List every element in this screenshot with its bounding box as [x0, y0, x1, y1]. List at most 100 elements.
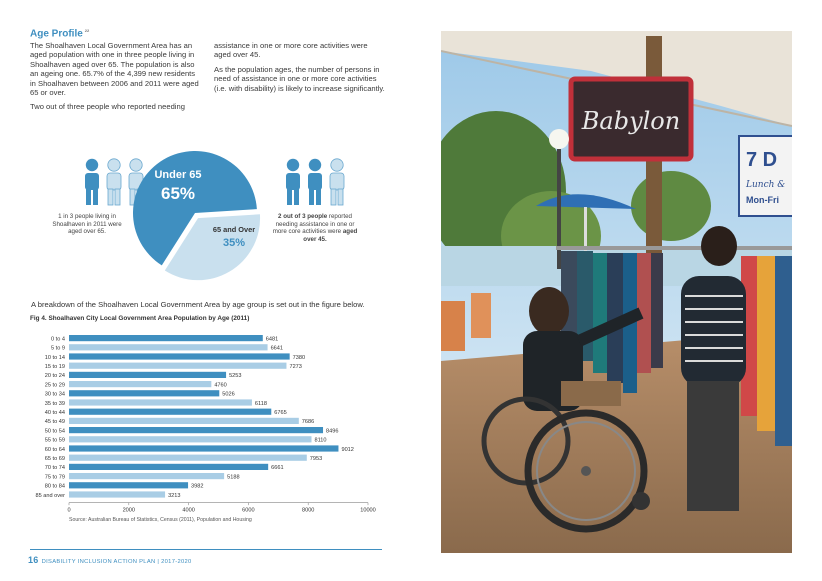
caption-bold: 2 out of 3 people — [278, 213, 328, 220]
breakdown-text: A breakdown of the Shoalhaven Local Gove… — [31, 300, 365, 309]
value-label: 5026 — [222, 392, 234, 398]
bar — [69, 491, 166, 498]
category-label: 0 to 4 — [51, 336, 65, 342]
caption-text: reported needing assistance in one or mo… — [272, 213, 355, 236]
value-label: 6661 — [271, 465, 283, 471]
pie-pct-over: 35% — [223, 237, 245, 249]
x-tick-label: 10000 — [360, 508, 376, 514]
side-sign-top: 7 D — [746, 149, 777, 171]
age-pie-chart — [133, 151, 261, 281]
category-label: 80 to 84 — [45, 484, 65, 490]
figure-title: Fig 4. Shoalhaven City Local Government … — [30, 315, 250, 322]
bar — [69, 390, 220, 397]
bar — [69, 436, 312, 443]
age-infographic: Under 65 65% 65 and Over 35% — [85, 151, 345, 281]
category-label: 65 to 69 — [45, 456, 65, 462]
x-tick-label: 8000 — [302, 508, 314, 514]
category-label: 55 to 59 — [45, 438, 65, 444]
caption-right: 2 out of 3 people reported needing assis… — [272, 213, 358, 243]
category-label: 70 to 74 — [45, 465, 65, 471]
pie-slice-under-65 — [133, 151, 257, 266]
category-label: 40 to 44 — [45, 410, 65, 416]
x-tick-label: 0 — [67, 508, 70, 514]
left-page: Age Profile 22 The Shoalhaven Local Gover… — [28, 28, 386, 565]
side-sign-bottom: Mon-Fri — [746, 195, 779, 205]
category-label: 50 to 54 — [45, 428, 65, 434]
bar — [69, 399, 252, 406]
category-label: 45 to 49 — [45, 419, 65, 425]
side-sign-mid: Lunch & — [745, 180, 785, 190]
bar — [69, 473, 225, 480]
category-label: 10 to 14 — [45, 355, 65, 361]
value-label: 6118 — [255, 401, 267, 407]
bar — [69, 353, 290, 360]
person-icon — [85, 158, 99, 205]
value-label: 7273 — [289, 364, 301, 370]
text-column-2: assistance in one or more core activitie… — [214, 41, 386, 98]
page-number: 16 — [28, 555, 39, 565]
document-title: DISABILITY INCLUSION ACTION PLAN | 2017-… — [41, 559, 192, 565]
bar — [69, 344, 268, 351]
caption-bold: aged over 45. — [303, 228, 358, 243]
page-footer: 16 DISABILITY INCLUSION ACTION PLAN | 201… — [28, 555, 192, 565]
value-label: 6765 — [274, 410, 286, 416]
bar — [69, 417, 299, 424]
value-label: 4760 — [214, 382, 226, 388]
value-label: 7380 — [293, 355, 305, 361]
chart-source: Source: Australian Bureau of Statistics,… — [69, 517, 252, 523]
category-label: 75 to 79 — [45, 474, 65, 480]
pie-pct-under: 65% — [161, 184, 195, 203]
value-label: 7686 — [302, 419, 314, 425]
category-label: 30 to 34 — [45, 392, 65, 398]
bar — [69, 371, 227, 378]
value-label: 3213 — [168, 493, 180, 499]
value-label: 8496 — [326, 428, 338, 434]
bar — [69, 482, 189, 489]
category-label: 35 to 39 — [45, 401, 65, 407]
paragraph: assistance in one or more core activitie… — [214, 41, 368, 60]
x-tick-label: 6000 — [242, 508, 254, 514]
category-label: 85 and over — [35, 493, 65, 499]
bar — [69, 445, 339, 452]
paragraph: As the population ages, the number of pe… — [214, 64, 385, 93]
category-label: 15 to 19 — [45, 364, 65, 370]
shop-sign-text: Babylon — [581, 107, 680, 135]
pie-label-under: Under 65 — [154, 169, 201, 181]
value-label: 5253 — [229, 373, 241, 379]
value-label: 6481 — [266, 336, 278, 342]
text-column-1: The Shoalhaven Local Government Area has… — [30, 41, 202, 117]
paragraph: Two out of three people who reported nee… — [30, 102, 185, 112]
paragraph: The Shoalhaven Local Government Area has… — [30, 41, 199, 98]
value-label: 7953 — [310, 456, 322, 462]
category-label: 5 to 9 — [51, 346, 65, 352]
population-bar-chart: 0 to 4 6481 5 to 9 6641 10 to 14 7380 15 to 19… — [35, 335, 376, 514]
value-label: 3982 — [191, 484, 203, 490]
category-label: 20 to 24 — [45, 373, 65, 379]
pie-slice-65-and-over — [164, 214, 261, 281]
bar — [69, 408, 272, 415]
shop-photo: Babylon 7 D Lunch & Mon-Fri — [441, 31, 792, 553]
category-label: 60 to 64 — [45, 447, 65, 453]
category-label: 25 to 29 — [45, 382, 65, 388]
x-tick-label: 4000 — [182, 508, 194, 514]
value-label: 9012 — [341, 447, 353, 453]
value-label: 5188 — [227, 474, 239, 480]
pie-label-over: 65 and Over — [213, 225, 255, 234]
bar — [69, 362, 287, 369]
x-tick-label: 2000 — [123, 508, 135, 514]
bar — [69, 463, 269, 470]
footnote-ref: 22 — [84, 28, 90, 33]
person-icon — [286, 158, 300, 205]
value-label: 6641 — [271, 346, 283, 352]
section-heading: Age Profile 22 — [30, 28, 89, 39]
value-label: 8110 — [314, 438, 326, 444]
bar — [69, 454, 307, 461]
bar — [69, 381, 212, 388]
footer-rule — [30, 549, 382, 550]
bar — [69, 335, 263, 342]
person-icon — [308, 158, 322, 205]
bar — [69, 427, 324, 434]
caption-left: 1 in 3 people living in Shoalhaven in 20… — [52, 213, 122, 236]
person-icon — [329, 158, 345, 206]
person-icon — [106, 158, 122, 206]
